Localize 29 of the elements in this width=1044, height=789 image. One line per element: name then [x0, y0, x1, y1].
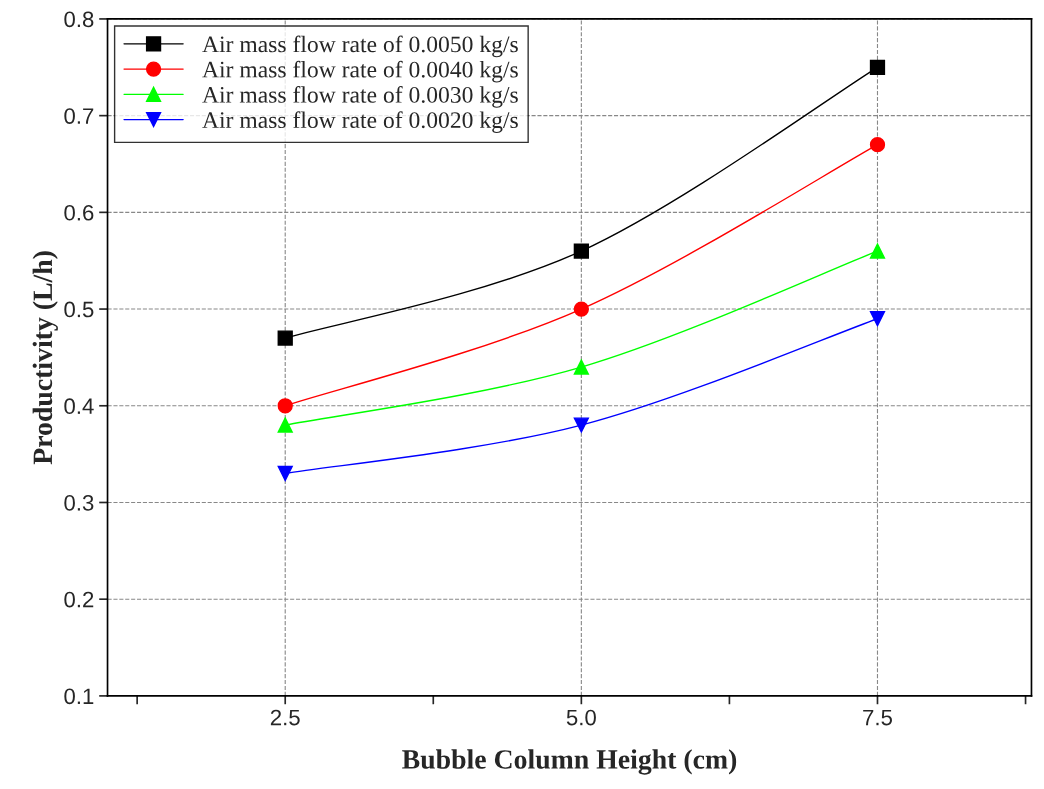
point — [277, 465, 293, 482]
legend-label: Air mass flow rate of 0.0040 kg/s — [202, 60, 518, 83]
legend-label: Air mass flow rate of 0.0030 kg/s — [202, 85, 518, 108]
legend-label: Air mass flow rate of 0.0020 kg/s — [202, 111, 518, 133]
y-tick-label: 0.1 — [64, 688, 94, 705]
y-tick-label: 0.6 — [64, 204, 94, 221]
y-tick-label: 0.4 — [64, 398, 94, 415]
y-tick-label: 0.3 — [64, 495, 94, 511]
point — [277, 398, 293, 414]
point — [869, 311, 886, 327]
point — [869, 243, 886, 259]
point — [573, 243, 589, 259]
y-tick-label: 0.7 — [64, 108, 94, 124]
y-axis-title: Productivity (L/h) — [32, 251, 58, 465]
point — [573, 417, 589, 433]
legend-label: Air mass flow rate of 0.0050 kg/s — [202, 35, 518, 58]
x-tick-label: 5.0 — [566, 709, 596, 726]
x-axis-title: Bubble Column Height (cm) — [402, 749, 737, 775]
point — [277, 330, 293, 346]
point — [573, 301, 589, 317]
y-tick-label: 0.2 — [64, 591, 94, 608]
point — [869, 137, 886, 153]
point — [869, 59, 886, 75]
point — [277, 417, 293, 433]
x-tick-label: 2.5 — [270, 709, 300, 726]
y-tick-label: 0.8 — [64, 11, 94, 28]
x-tick-label: 7.5 — [863, 709, 892, 726]
point — [573, 359, 589, 375]
y-tick-label: 0.5 — [64, 301, 94, 318]
